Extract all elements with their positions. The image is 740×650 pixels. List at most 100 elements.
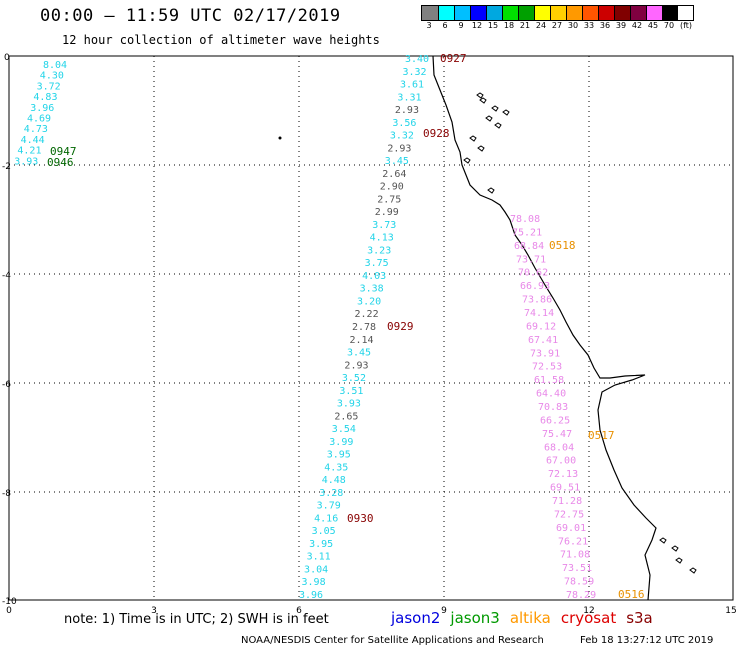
legend-label: 33 [583, 21, 595, 30]
wave-height-label: 4.69 [27, 114, 51, 125]
track-time-label: 0929 [387, 320, 414, 333]
satellite-jason3: jason3 [450, 609, 500, 627]
island-shape [479, 97, 487, 104]
x-tick-label: 0 [6, 606, 12, 616]
legend-swatch [662, 6, 678, 20]
legend-swatch [614, 6, 630, 20]
wave-height-label: 4.35 [324, 462, 348, 473]
wave-height-label: 74.14 [524, 308, 554, 319]
wave-height-label: 61.58 [534, 375, 564, 386]
wave-height-label: 3.28 [319, 488, 343, 499]
wave-height-label: 3.79 [317, 501, 341, 512]
island-shape [502, 109, 510, 116]
wave-height-label: 4.03 [362, 271, 386, 282]
wave-height-label: 4.21 [17, 146, 41, 157]
map-subtitle: 12 hour collection of altimeter wave hei… [62, 33, 380, 47]
wave-height-label: 2.78 [352, 322, 376, 333]
y-tick-label: 0 [4, 53, 10, 63]
wave-height-label: 70.83 [538, 402, 568, 413]
wave-height-label: 70.62 [518, 268, 548, 279]
wave-height-label: 3.95 [327, 450, 351, 461]
wave-height-label: 78.59 [564, 577, 594, 588]
legend-swatch [566, 6, 582, 20]
track-time-label: 0930 [347, 512, 374, 525]
legend-label: 24 [535, 21, 547, 30]
wave-height-label: 3.32 [402, 67, 426, 78]
legend-unit: (ft) [679, 21, 693, 30]
island-shape [675, 557, 683, 564]
island-shape [487, 187, 495, 194]
legend-swatch [422, 6, 438, 20]
note-text: note: 1) Time is in UTC; 2) SWH is in fe… [64, 612, 329, 627]
wave-height-label: 3.04 [304, 564, 328, 575]
wave-height-label: 66.93 [520, 281, 550, 292]
island-shape [671, 545, 679, 552]
satellite-altika: altika [509, 609, 551, 627]
wave-height-label: 71.28 [552, 496, 582, 507]
x-tick-label: 3 [151, 606, 157, 616]
island-shape [494, 122, 502, 129]
coastline-path [432, 55, 657, 601]
legend-swatch [470, 6, 486, 20]
legend-label: 18 [503, 21, 515, 30]
island-shape [463, 157, 471, 164]
wave-height-label: 3.45 [385, 156, 409, 167]
wave-height-label: 67.00 [546, 456, 576, 467]
legend-label: 3 [426, 21, 432, 30]
wave-height-label: 72.13 [548, 469, 578, 480]
wave-height-label: 3.75 [365, 258, 389, 269]
wave-height-label: 4.44 [21, 135, 45, 146]
track-time-label: 0947 [50, 145, 77, 158]
wave-height-label: 76.21 [558, 536, 588, 547]
wave-height-label: 71.08 [560, 550, 590, 561]
legend-swatch [646, 6, 662, 20]
wave-height-label: 75.21 [512, 227, 542, 238]
wave-height-label: 2.93 [387, 143, 411, 154]
wave-height-label: 3.20 [357, 296, 381, 307]
legend-labels: 3 6 9 12 15 18 21 24 27 30 33 36 39 42 45 70 (ft) [421, 21, 694, 30]
legend-label: 6 [442, 21, 448, 30]
wave-height-label: 3.72 [37, 81, 61, 92]
legend-swatch [518, 6, 534, 20]
legend-swatch [534, 6, 550, 20]
legend-swatch [550, 6, 566, 20]
wave-height-label: 4.48 [322, 475, 346, 486]
wave-height-label: 3.23 [367, 245, 391, 256]
x-tick-label: 6 [296, 606, 302, 616]
wave-height-label: 4.16 [314, 513, 338, 524]
wave-height-label: 3.93 [337, 399, 361, 410]
satellite-s3a: s3a [626, 609, 653, 627]
wave-height-label: 3.05 [312, 526, 336, 537]
island-dot [278, 136, 282, 140]
wave-height-label: 2.14 [349, 335, 373, 346]
island-shape [689, 567, 697, 574]
legend-label: 21 [519, 21, 531, 30]
wave-height-label: 2.93 [344, 360, 368, 371]
wave-height-label: 2.99 [375, 207, 399, 218]
color-legend: 3 6 9 12 15 18 21 24 27 30 33 36 39 42 45 70 (ft) [421, 5, 694, 30]
legend-label: 42 [631, 21, 643, 30]
island-shape [477, 145, 485, 152]
wave-height-label: 72.53 [532, 362, 562, 373]
legend-label: 70 [663, 21, 675, 30]
legend-swatch [630, 6, 646, 20]
y-tick-label: -10 [2, 597, 17, 607]
island-shape [491, 105, 499, 112]
legend-label: 39 [615, 21, 627, 30]
wave-height-label: 3.95 [309, 539, 333, 550]
wave-height-label: 4.83 [33, 92, 57, 103]
wave-height-label: 78.29 [566, 590, 596, 601]
legend-label: 15 [487, 21, 499, 30]
legend-label: 36 [599, 21, 611, 30]
legend-label: 12 [471, 21, 483, 30]
satellite-jason2: jason2 [391, 609, 441, 627]
coastline [278, 55, 697, 601]
wave-height-label: 67.41 [528, 335, 558, 346]
wave-height-label: 3.11 [307, 552, 331, 563]
track-time-label: 0517 [588, 429, 615, 442]
legend-label: 30 [567, 21, 579, 30]
track-time-label: 0927 [440, 52, 467, 65]
wave-height-label: 4.13 [370, 233, 394, 244]
y-tick-label: -2 [2, 162, 11, 172]
